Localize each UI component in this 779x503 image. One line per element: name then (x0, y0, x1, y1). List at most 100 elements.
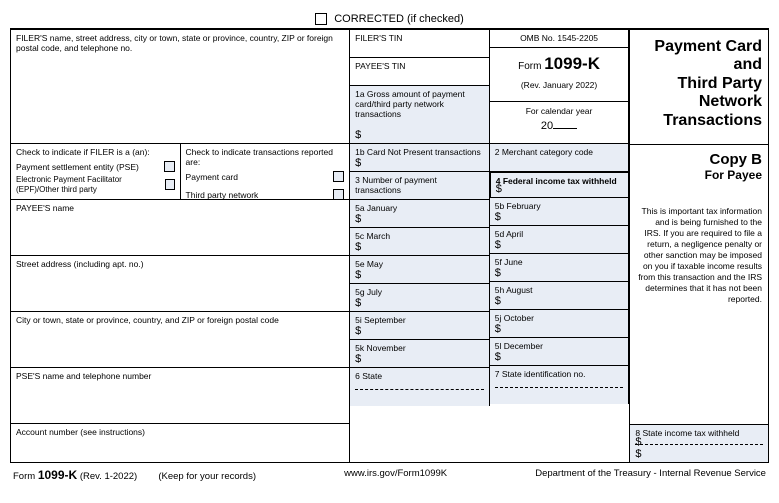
third-party-label: Third party network (186, 190, 259, 200)
title-line-2: Third Party (636, 75, 762, 93)
account-number[interactable]: Account number (see instructions) (11, 424, 350, 462)
box-8[interactable]: 8 State income tax withheld$$ (630, 424, 768, 462)
account-label: Account number (see instructions) (16, 427, 344, 437)
box-3-label: 3 Number of payment transactions (355, 175, 484, 195)
payee-name-label: PAYEE'S name (16, 203, 344, 213)
box-5g[interactable]: 5g July$ (350, 284, 490, 312)
dollar-sign: $ (355, 353, 361, 365)
filers-tin[interactable]: FILER'S TIN (350, 30, 490, 58)
left-column: FILER'S name, street address, city or to… (11, 30, 350, 462)
box-5f[interactable]: 5f June$ (490, 254, 630, 282)
dollar-sign: $ (355, 297, 361, 309)
dollar-sign: $ (496, 183, 502, 195)
pse-name-phone[interactable]: PSE'S name and telephone number (11, 368, 350, 424)
filer-label: FILER'S name, street address, city or to… (16, 33, 344, 53)
pse-name-label: PSE'S name and telephone number (16, 371, 344, 381)
form-1099k: FILER'S name, street address, city or to… (10, 28, 769, 463)
box-1b[interactable]: 1b Card Not Present transactions$ (350, 144, 490, 172)
box-2-label: 2 Merchant category code (495, 147, 624, 157)
dollar-sign: $ (355, 325, 361, 337)
m5g-label: 5g July (355, 287, 484, 297)
right-column: Payment Card and Third Party Network Tra… (629, 30, 768, 462)
rev-label: (Rev. January 2022) (495, 80, 624, 90)
payees-tin[interactable]: PAYEE'S TIN (350, 58, 490, 86)
box-5b[interactable]: 5b February$ (490, 198, 630, 226)
corrected-label: CORRECTED (if checked) (334, 13, 464, 25)
third-party-checkbox[interactable] (333, 189, 344, 200)
filers-tin-label: FILER'S TIN (355, 33, 484, 43)
corrected-checkbox[interactable] (315, 13, 327, 25)
footer-keep: (Keep for your records) (158, 471, 256, 482)
title-line-1: Payment Card and (636, 38, 762, 75)
title-line-4: Transactions (636, 112, 762, 130)
box-6[interactable]: 6 State (350, 368, 490, 406)
m5e-label: 5e May (355, 259, 484, 269)
box-5e[interactable]: 5e May$ (350, 256, 490, 284)
footer-rev: (Rev. 1-2022) (80, 471, 137, 482)
omb-label: OMB No. 1545-2205 (520, 33, 598, 43)
dollar-sign: $ (635, 448, 641, 460)
payee-name[interactable]: PAYEE'S name (11, 200, 350, 256)
calendar-year[interactable]: For calendar year 20 (490, 102, 630, 144)
dollar-sign: $ (495, 239, 501, 251)
copy-b-label: Copy B (636, 151, 762, 168)
dollar-sign: $ (495, 295, 501, 307)
box-1a[interactable]: 1a Gross amount of payment card/third pa… (350, 86, 490, 144)
check-trans-label: Check to indicate transactions reported … (186, 147, 345, 167)
for-payee-label: For Payee (636, 168, 762, 182)
m5h-label: 5h August (495, 285, 624, 295)
trans-type-block: Check to indicate transactions reported … (181, 144, 351, 200)
form-number: 1099-K (544, 54, 600, 73)
box-5a[interactable]: 5a January$ (350, 200, 490, 228)
epf-checkbox[interactable] (165, 179, 174, 190)
m5i-label: 5i September (355, 315, 484, 325)
m5f-label: 5f June (495, 257, 624, 267)
title-line-3: Network (636, 93, 762, 111)
pse-checkbox[interactable] (164, 161, 175, 172)
box-2[interactable]: 2 Merchant category code (490, 144, 630, 172)
filer-info[interactable]: FILER'S name, street address, city or to… (11, 30, 350, 144)
dollar-sign: $ (495, 351, 501, 363)
m5l-label: 5l December (495, 341, 624, 351)
box-5h[interactable]: 5h August$ (490, 282, 630, 310)
box-5d[interactable]: 5d April$ (490, 226, 630, 254)
dollar-sign: $ (355, 241, 361, 253)
check-filer-label: Check to indicate if FILER is a (an): (16, 147, 175, 157)
box-5l[interactable]: 5l December$ (490, 338, 630, 366)
notice-text: This is important tax information and is… (638, 206, 762, 304)
box-4[interactable]: 4 Federal income tax withheld$ (489, 171, 631, 199)
box-1a-label: 1a Gross amount of payment card/third pa… (355, 89, 484, 120)
copy-b-block: Copy B For Payee (630, 144, 768, 200)
box-5j[interactable]: 5j October$ (490, 310, 630, 338)
box-5k[interactable]: 5k November$ (350, 340, 490, 368)
form-word: Form (518, 61, 541, 72)
footer-dept: Department of the Treasury - Internal Re… (535, 468, 766, 482)
payment-card-checkbox[interactable] (333, 171, 344, 182)
dollar-sign: $ (355, 269, 361, 281)
epf-label: Electronic Payment Facilitator (EPF)/Oth… (16, 175, 165, 194)
dollar-sign: $ (355, 129, 361, 141)
payees-tin-label: PAYEE'S TIN (355, 61, 484, 71)
box-4-label: 4 Federal income tax withheld (496, 176, 624, 186)
box-7[interactable]: 7 State identification no. (490, 366, 630, 404)
m5d-label: 5d April (495, 229, 624, 239)
box-3[interactable]: 3 Number of payment transactions (350, 172, 490, 200)
payment-card-label: Payment card (186, 172, 238, 182)
dollar-sign: $ (355, 157, 361, 169)
form-title: Payment Card and Third Party Network Tra… (630, 30, 768, 144)
year-prefix: 20 (541, 120, 553, 132)
city-block[interactable]: City or town, state or province, country… (11, 312, 350, 368)
box-5i[interactable]: 5i September$ (350, 312, 490, 340)
year-input[interactable] (553, 128, 577, 129)
box-6-label: 6 State (355, 371, 484, 381)
street-address[interactable]: Street address (including apt. no.) (11, 256, 350, 312)
cal-year-label: For calendar year (495, 106, 624, 116)
dollar-sign: $ (495, 211, 501, 223)
filer-type-block: Check to indicate if FILER is a (an): Pa… (11, 144, 181, 200)
pse-label: Payment settlement entity (PSE) (16, 162, 139, 172)
box-7-label: 7 State identification no. (495, 369, 624, 379)
city-label: City or town, state or province, country… (16, 315, 344, 325)
corrected-row: CORRECTED (if checked) (10, 10, 769, 28)
footer-num: 1099-K (38, 468, 77, 482)
box-5c[interactable]: 5c March$ (350, 228, 490, 256)
